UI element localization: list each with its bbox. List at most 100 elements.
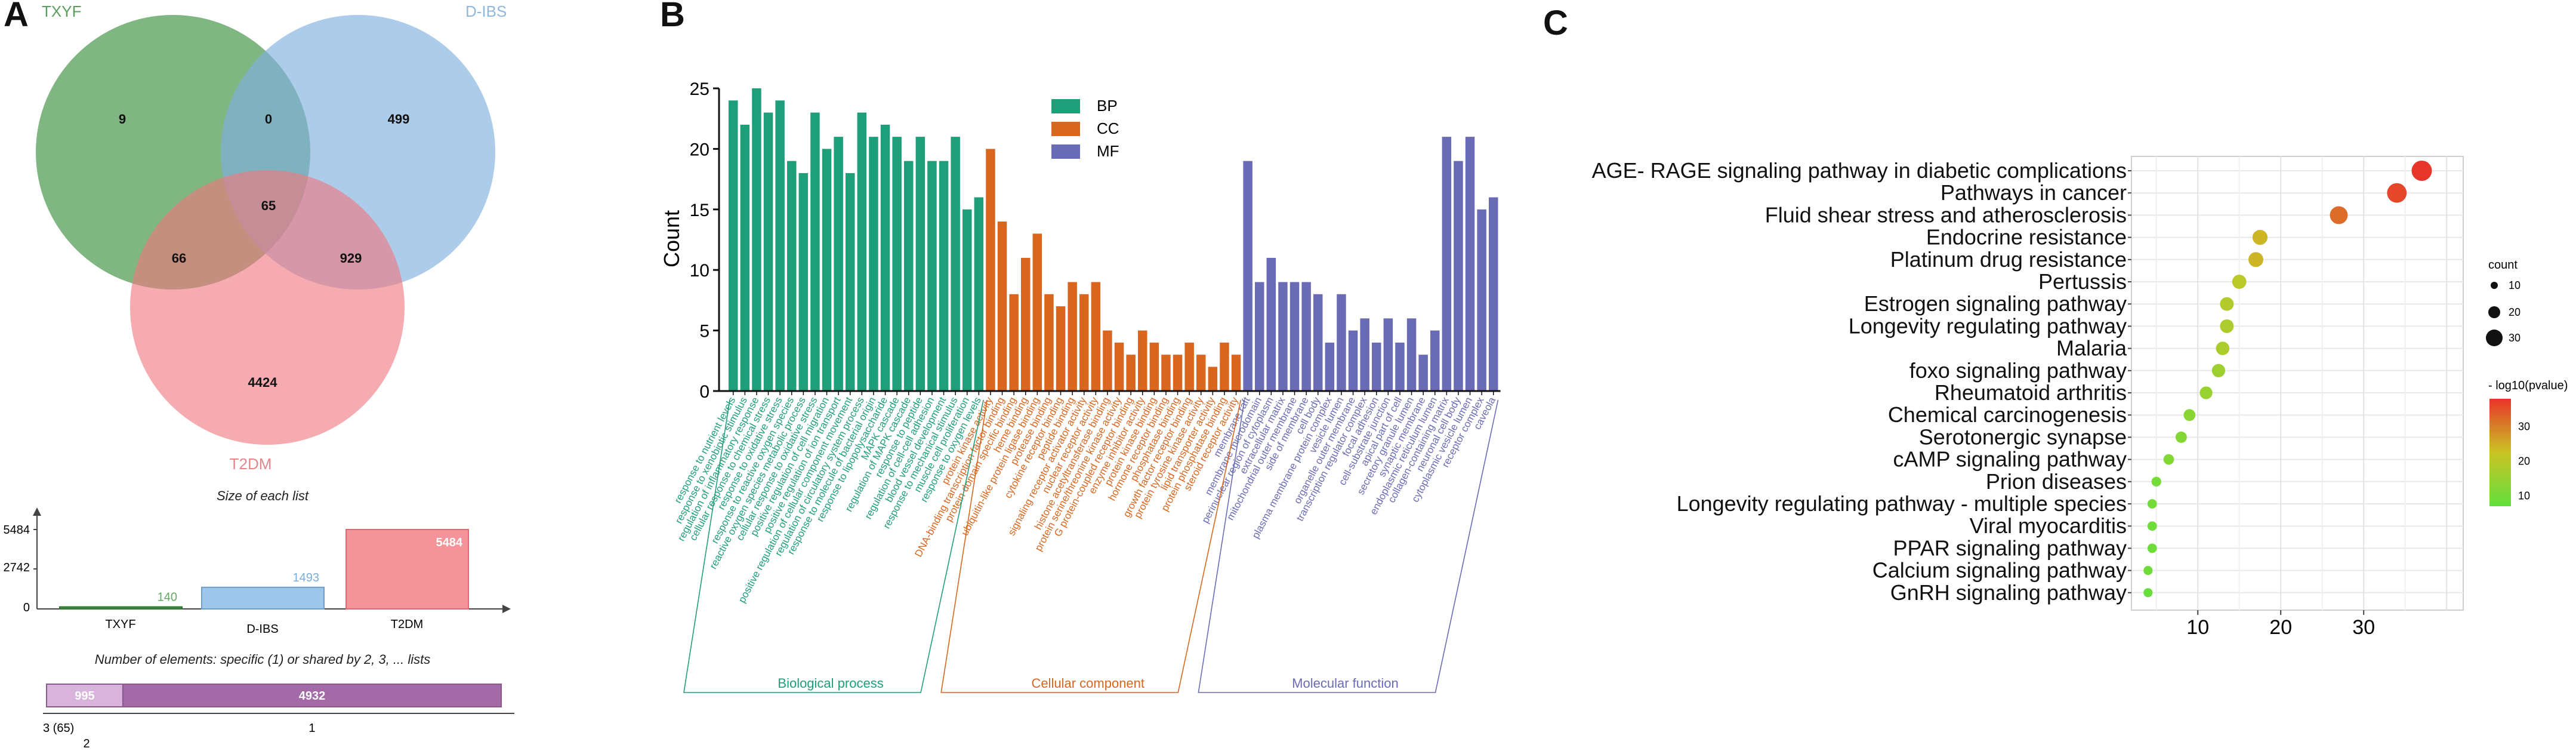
go-bars — [719, 88, 1501, 395]
go-bar-cc — [1032, 233, 1042, 391]
kegg-xtick-label: 30 — [2352, 616, 2375, 639]
kegg-color-bar — [2489, 399, 2511, 506]
go-bar-cc — [1103, 330, 1112, 391]
go-legend-swatch-mf — [1051, 144, 1080, 159]
kegg-size-legend-dot-10 — [2491, 282, 2498, 289]
shared-segment-label-one: 4932 — [299, 690, 326, 703]
go-bar-bp — [787, 161, 797, 391]
kegg-dots — [2143, 161, 2432, 598]
go-bar-cc — [1161, 355, 1171, 391]
kegg-dot — [2143, 588, 2153, 598]
go-bar-mf — [1477, 209, 1486, 391]
go-bar-bp — [834, 137, 843, 391]
go-group-label-cc: Cellular component — [1031, 676, 1144, 691]
kegg-pathway-label: Platinum drug resistance — [1890, 247, 2127, 272]
venn-count-dibs-only: 499 — [388, 112, 410, 127]
go-bar-cc — [1021, 257, 1031, 391]
sizes-xlabel-t2dm: T2DM — [391, 618, 423, 631]
kegg-size-legend-title: count — [2488, 258, 2518, 272]
kegg-color-legend: - log10(pvalue) 30 20 10 — [2488, 379, 2568, 506]
go-bar-cc — [1231, 355, 1241, 391]
kegg-dot — [2175, 431, 2187, 443]
kegg-dot — [2211, 364, 2226, 377]
go-ytick-label: 5 — [699, 322, 709, 341]
kegg-dot — [2147, 499, 2157, 509]
shared-chart: Number of elements: specific (1) or shar… — [43, 652, 514, 750]
venn-count-txyf-only: 9 — [119, 112, 126, 127]
go-bar-cc — [1056, 306, 1066, 391]
kegg-pathway-label: Pathways in cancer — [1941, 180, 2127, 205]
shared-segment-one — [122, 684, 502, 707]
sizes-y-arrow — [33, 507, 41, 516]
sizes-ytick-max: 5484 — [4, 524, 30, 537]
go-bar-mf — [1454, 161, 1463, 391]
go-bar-mf — [1406, 318, 1417, 391]
go-bar-cc — [1184, 342, 1194, 391]
go-bar-mf — [1289, 282, 1300, 391]
venn-label-t2dm: T2DM — [230, 455, 272, 473]
go-bar-bp — [962, 209, 972, 391]
sizes-bar-label-txyf: 140 — [158, 591, 177, 604]
go-bar-bp — [740, 124, 750, 391]
go-bar-mf — [1348, 330, 1358, 391]
kegg-size-legend-30: 30 — [2509, 332, 2521, 344]
kegg-pathway-label: Endocrine resistance — [1926, 225, 2127, 250]
go-ytick-label: 20 — [690, 140, 709, 159]
go-bar-bp — [798, 173, 809, 391]
go-legend-bp: BP — [1097, 97, 1118, 115]
go-bar-mf — [1337, 294, 1346, 391]
go-bar-bp — [846, 173, 855, 391]
sizes-bar-txyf — [59, 606, 183, 610]
kegg-dot — [2147, 521, 2157, 531]
go-legend: BP CC MF — [1051, 97, 1119, 160]
go-bar-chart: Count 25 20 15 10 5 0 response to nutrient le… — [659, 79, 1501, 693]
kegg-pathway-label: Serotonergic synapse — [1919, 424, 2127, 449]
kegg-dot — [2232, 275, 2247, 289]
sizes-bar-dibs — [201, 586, 325, 610]
go-group-brackets: Biological process Cellular component Mole… — [683, 399, 1499, 693]
kegg-size-legend-10: 10 — [2509, 279, 2521, 291]
go-bar-mf — [1465, 137, 1475, 391]
kegg-dot — [2151, 476, 2161, 487]
go-ytick-label: 10 — [690, 261, 709, 281]
go-ytick-label: 25 — [690, 79, 709, 99]
venn-label-txyf: TXYF — [42, 2, 81, 20]
go-bar-cc — [1196, 355, 1206, 391]
go-legend-swatch-cc — [1051, 122, 1080, 136]
go-bar-mf — [1325, 342, 1335, 391]
go-bar-mf — [1383, 318, 1393, 391]
kegg-bubble-chart: AGE- RAGE signaling pathway in diabetic … — [1592, 156, 2568, 639]
go-bar-cc — [1220, 342, 1229, 391]
go-bar-cc — [986, 149, 995, 391]
kegg-dot — [2248, 252, 2263, 267]
go-bar-bp — [752, 88, 761, 391]
go-bar-mf — [1255, 282, 1264, 391]
kegg-size-legend-dot-20 — [2488, 306, 2500, 318]
go-bar-mf — [1266, 257, 1276, 391]
go-bar-mf — [1430, 330, 1440, 391]
go-bar-cc — [997, 221, 1007, 391]
go-bar-bp — [892, 137, 902, 391]
kegg-color-tick-20: 20 — [2518, 455, 2530, 467]
kegg-dot — [2163, 454, 2174, 465]
kegg-xtick-label: 20 — [2269, 616, 2292, 639]
go-bar-bp — [904, 161, 914, 391]
go-bar-bp — [927, 161, 937, 391]
go-legend-cc: CC — [1097, 119, 1119, 137]
go-group-bracket-cc — [940, 399, 1242, 693]
kegg-dot — [2183, 409, 2196, 421]
kegg-pathway-label: Calcium signaling pathway — [1872, 558, 2127, 583]
kegg-color-tick-30: 30 — [2518, 420, 2530, 432]
kegg-pathway-label: Longevity regulating pathway — [1849, 313, 2127, 338]
kegg-pathway-label: Fluid shear stress and atherosclerosis — [1765, 202, 2127, 227]
kegg-dot — [2411, 161, 2432, 181]
kegg-dot — [2252, 229, 2268, 245]
go-bar-bp — [939, 161, 949, 391]
sizes-xlabel-txyf: TXYF — [105, 618, 135, 631]
kegg-pathway-label: foxo signaling pathway — [1909, 358, 2127, 383]
go-y-axis: 25 20 15 10 5 0 — [690, 79, 720, 402]
go-bar-cc — [1173, 355, 1183, 391]
go-bar-bp — [810, 112, 820, 391]
kegg-color-tick-10: 10 — [2518, 490, 2530, 502]
